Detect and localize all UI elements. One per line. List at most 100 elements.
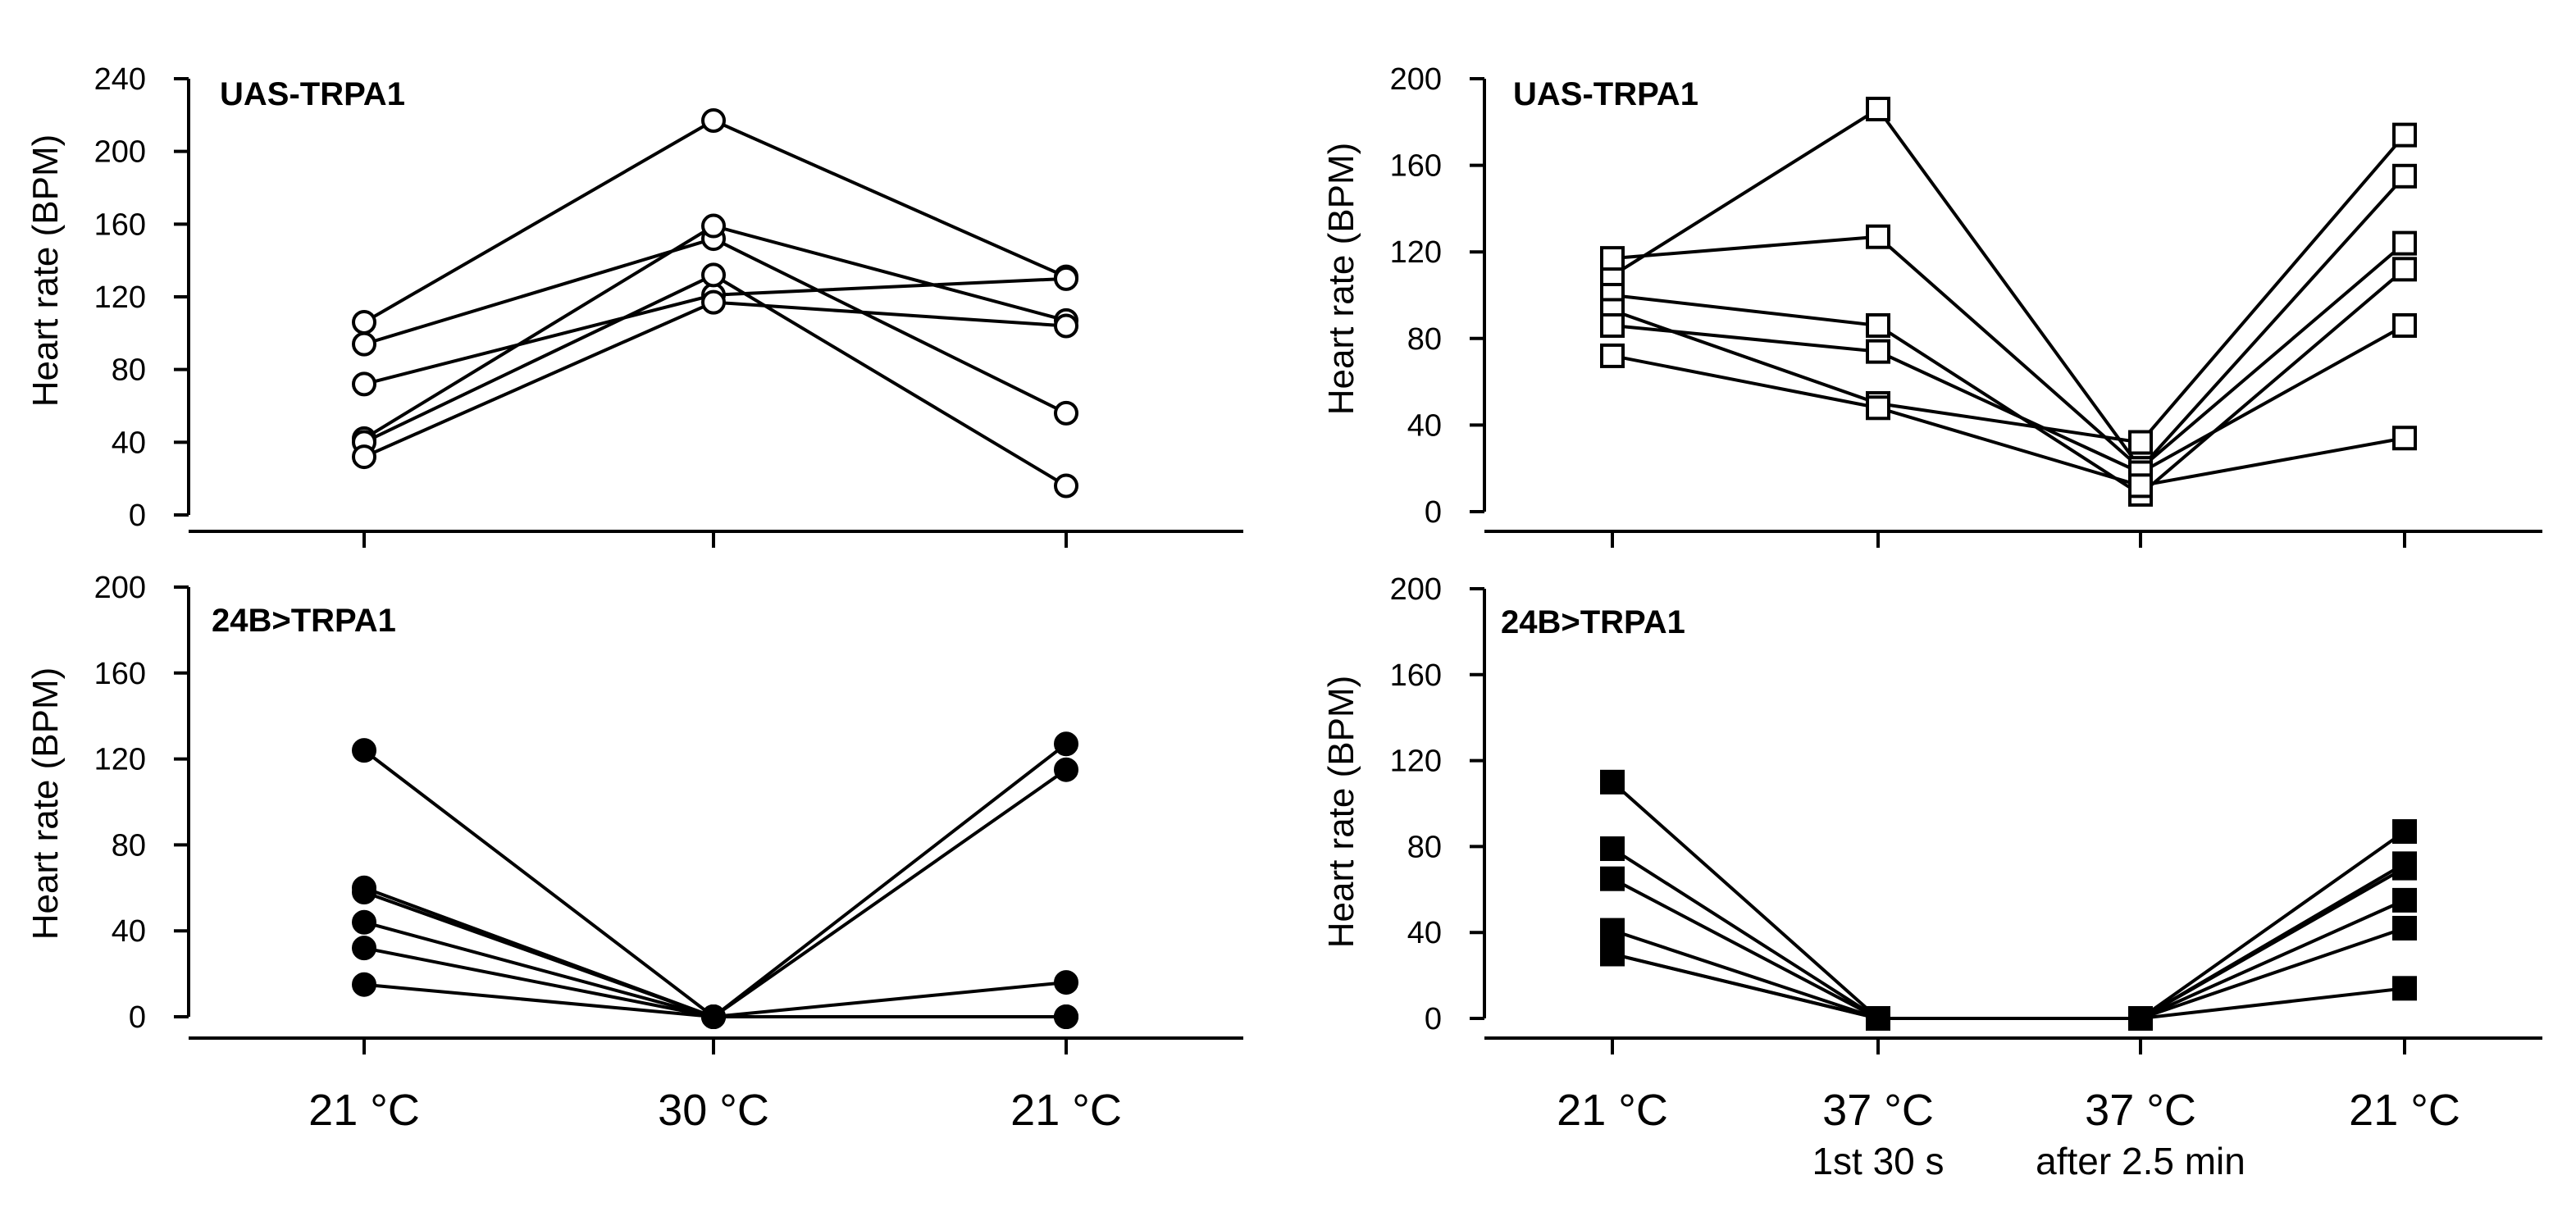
panel-2-series-2-point — [1600, 246, 1625, 271]
panel-4-x-tick-label: 21 °C — [2349, 1086, 2460, 1135]
panel-2-series-5-line — [1612, 323, 2405, 475]
panel-2-series-3-point — [1866, 312, 1890, 338]
panel-1-series-1-point — [701, 107, 726, 133]
panel-4-series-3-point — [1600, 866, 1625, 891]
panel-4-y-tick-label: 200 — [1390, 572, 1442, 607]
panel-2-series-5-point — [2392, 312, 2417, 338]
panel-2-series-5-point — [1600, 312, 1625, 338]
panel-1-series-3-point — [1054, 266, 1078, 291]
panel-4-series-1-point — [1600, 769, 1625, 795]
panel-4-y-tick-label: 40 — [1407, 916, 1442, 950]
panel-1-series-6-point — [1054, 313, 1078, 339]
panel-1-y-tick-label: 40 — [112, 426, 146, 460]
panel-2-series-2-point — [1866, 224, 1890, 249]
panel-3-series-4-point — [352, 909, 376, 935]
panel-2-y-tick-label: 120 — [1390, 235, 1442, 270]
panel-1-series-4-point — [701, 213, 726, 239]
panel-2-series-3-point — [2392, 257, 2417, 282]
panel-4-x-tick-label: 37 °C — [2085, 1086, 2196, 1135]
panel-3-y-tick-label: 200 — [94, 571, 146, 605]
panel-2-series-2-point — [2392, 230, 2417, 256]
panel-1-series-3-point — [352, 371, 376, 397]
panel-4-x-sublabel: after 2.5 min — [2036, 1140, 2245, 1182]
panel-1-y-tick-label: 240 — [94, 62, 146, 97]
panel-4-series-4-point — [1600, 918, 1625, 943]
panel-4-y-tick-label: 0 — [1425, 1002, 1442, 1036]
panel-4-series-6-point — [2392, 976, 2417, 1001]
panel-3-y-tick-label: 120 — [94, 743, 146, 777]
panel-4-x-tick-label: 21 °C — [1557, 1086, 1668, 1135]
panel-2-series-6-point — [1866, 395, 1890, 421]
panel-1-series-5-point — [1054, 473, 1078, 499]
panel-4-series-6-point — [1600, 941, 1625, 967]
panel-3-y-axis-label: Heart rate (BPM) — [25, 667, 66, 941]
panel-3-y-tick-label: 0 — [129, 1000, 146, 1035]
panel-2-series-6-point — [2392, 426, 2417, 451]
panel-4-series-6-point — [1866, 1006, 1890, 1031]
panel-4-series-3-point — [2392, 855, 2417, 881]
panel-3-x-tick-label: 21 °C — [308, 1086, 420, 1135]
panel-4-y-axis-label: Heart rate (BPM) — [1321, 676, 1361, 949]
panel-1-series-2-point — [352, 331, 376, 357]
panel-3-series-6-point — [352, 972, 376, 997]
panel-3-series-6-point — [701, 1004, 726, 1029]
panel-1-y-tick-label: 200 — [94, 135, 146, 170]
panel-4-x-tick-label: 37 °C — [1822, 1086, 1934, 1135]
panel-2-series-1-point — [1866, 96, 1890, 121]
panel-1-series-1-point — [352, 310, 376, 335]
panel-1-y-axis-label: Heart rate (BPM) — [25, 134, 66, 408]
panel-4-x-sublabel: 1st 30 s — [1812, 1140, 1944, 1182]
panel-2-y-tick-label: 0 — [1425, 495, 1442, 530]
panel-2-y-tick-label: 40 — [1407, 408, 1442, 443]
panel-3-series-6-point — [1054, 1004, 1078, 1029]
panel-1-series-6-point — [352, 444, 376, 470]
panel-1-y-tick-label: 0 — [129, 499, 146, 533]
panel-4-y-tick-label: 80 — [1407, 830, 1442, 864]
panel-2-title: UAS-TRPA1 — [1513, 76, 1698, 112]
panel-3-x-tick-label: 21 °C — [1010, 1086, 1122, 1135]
panel-3-title: 24B>TRPA1 — [212, 603, 396, 639]
panel-2-y-tick-label: 80 — [1407, 322, 1442, 357]
panel-1-y-tick-label: 160 — [94, 207, 146, 242]
panel-2-series-6-line — [1612, 353, 2405, 488]
panel-2-series-5-point — [1866, 339, 1890, 364]
panel-3-series-1-point — [1054, 731, 1078, 757]
panel-4-y-tick-label: 160 — [1390, 658, 1442, 693]
panel-2-series-1-line — [1611, 107, 2406, 471]
panel-4-series-6-line — [1612, 952, 2405, 1020]
panel-2-series-6-point — [2128, 473, 2153, 499]
panel-3-series-2-point — [1054, 757, 1078, 782]
panel-2-series-4-line — [1612, 134, 2406, 444]
panel-1-series-6-point — [701, 289, 726, 315]
panel-2-series-6-point — [1600, 343, 1625, 368]
panel-1-y-tick-label: 80 — [112, 353, 146, 388]
panel-2-series-3-line — [1612, 267, 2406, 497]
panel-1-title: UAS-TRPA1 — [220, 76, 405, 112]
panel-1-y-tick-label: 120 — [94, 280, 146, 315]
panel-4-series-6-point — [2128, 1006, 2153, 1031]
panel-2-series-1-point — [2392, 163, 2417, 189]
panel-4-title: 24B>TRPA1 — [1501, 604, 1685, 640]
panel-3-series-5-point — [352, 936, 376, 961]
panel-4-y-tick-label: 120 — [1390, 745, 1442, 779]
panel-2-series-2-line — [1612, 235, 2406, 471]
panel-4-series-1-point — [2392, 819, 2417, 845]
panel-2-series-4-point — [2128, 430, 2153, 455]
panel-3-series-4-point — [1054, 970, 1078, 995]
panel-3-x-tick-label: 30 °C — [658, 1086, 769, 1135]
panel-1-series-5-point — [701, 262, 726, 288]
panel-3-series-3-point — [352, 880, 376, 905]
panel-2-y-tick-label: 160 — [1390, 149, 1442, 184]
panel-2-y-tick-label: 200 — [1390, 62, 1442, 97]
panel-4-series-4-point — [2392, 887, 2417, 913]
panel-3-y-tick-label: 80 — [112, 828, 146, 863]
panel-2-series-4-point — [2392, 122, 2417, 148]
panel-4-series-5-point — [2392, 915, 2417, 941]
panel-4-series-2-point — [1600, 836, 1625, 862]
panel-3-series-1-point — [352, 738, 376, 763]
panel-2-y-axis-label: Heart rate (BPM) — [1321, 143, 1361, 416]
panel-1-series-2-point — [1054, 400, 1078, 426]
panel-3-y-tick-label: 40 — [112, 914, 146, 949]
panel-3-y-tick-label: 160 — [94, 657, 146, 691]
